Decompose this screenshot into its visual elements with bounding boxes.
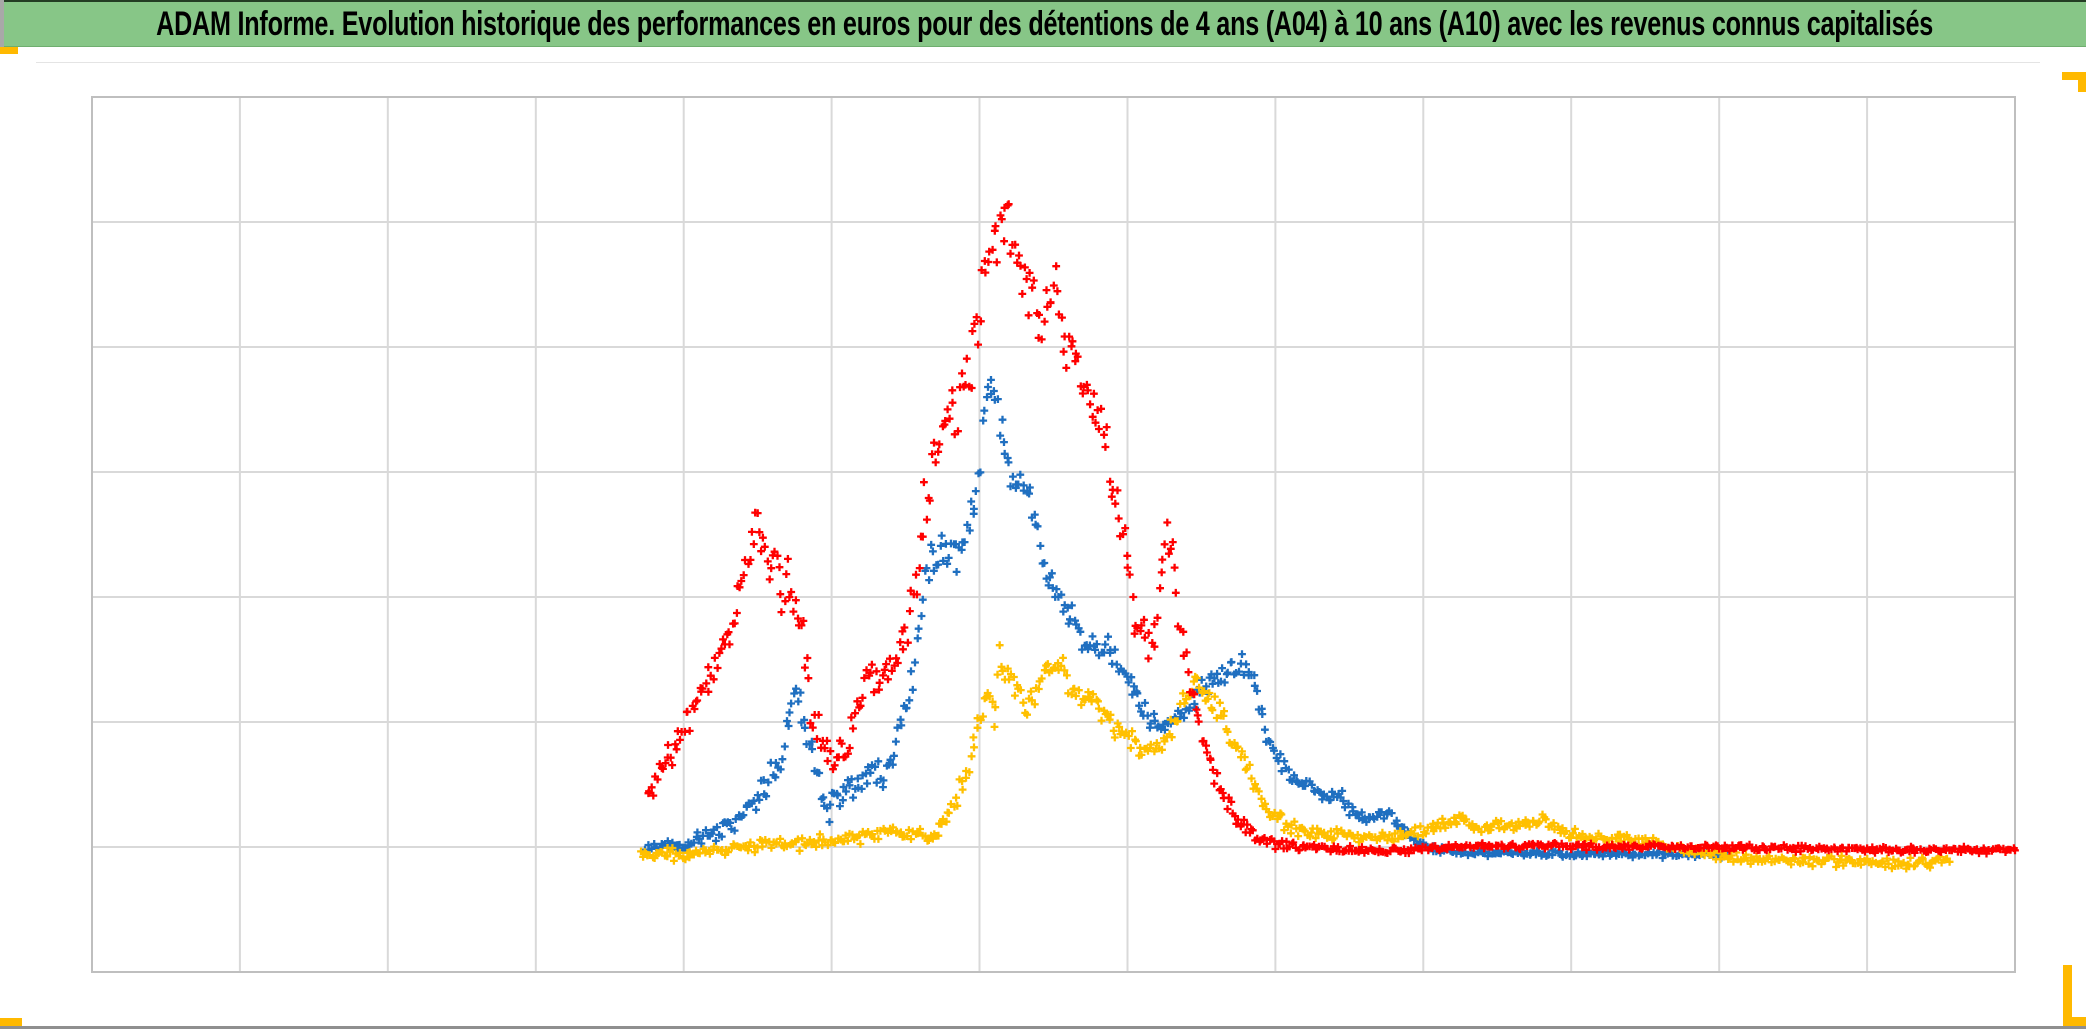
selection-handle-bottom-right-v — [2063, 965, 2072, 1026]
window-left-edge — [0, 0, 4, 47]
series-red — [644, 200, 2019, 858]
selection-handle-top-left — [0, 47, 18, 54]
series-yellow — [637, 641, 1954, 873]
selection-handle-bottom-right-h — [2063, 1017, 2086, 1026]
chart-title: ADAM Informe. Evolution historique des p… — [156, 4, 1934, 43]
selection-handle-top-right-v — [2078, 72, 2086, 92]
chart-title-bar: ADAM Informe. Evolution historique des p… — [4, 0, 2086, 47]
selection-handle-top-right-h — [2062, 72, 2086, 80]
window-bottom-edge — [0, 1026, 2086, 1029]
selection-handle-bottom-left — [0, 1018, 22, 1027]
plot-area — [92, 97, 2015, 972]
plot-border — [91, 96, 2016, 973]
gridlines — [92, 97, 2015, 972]
chart-object-top-border — [36, 62, 2040, 63]
